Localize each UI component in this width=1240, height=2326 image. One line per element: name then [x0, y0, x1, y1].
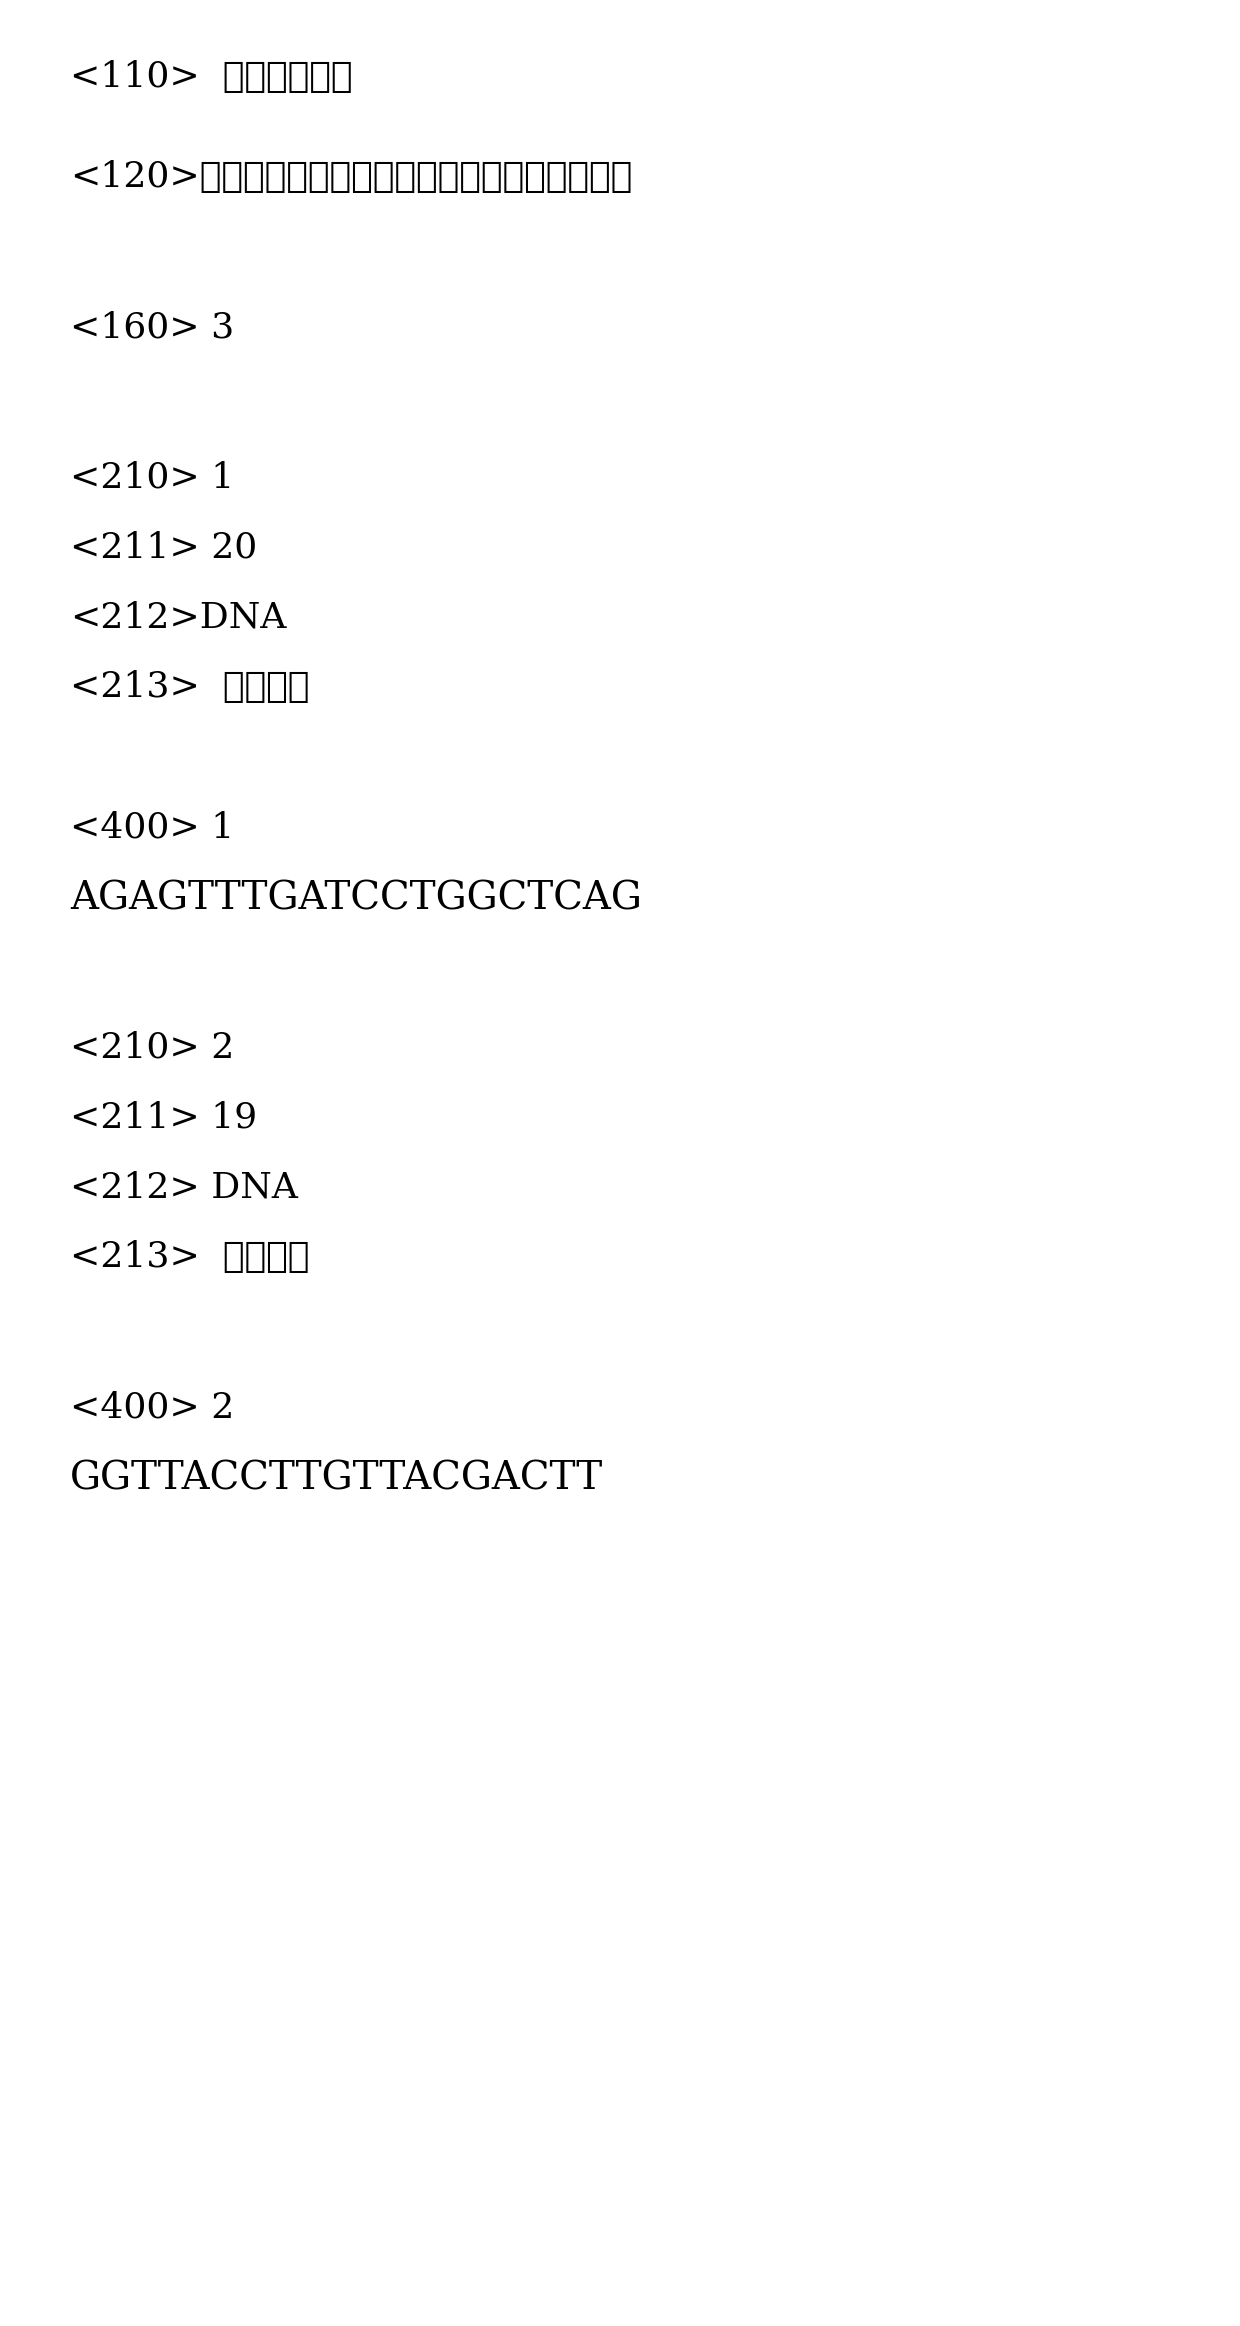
Text: <400> 1: <400> 1 — [69, 809, 234, 844]
Text: <213>  人工序列: <213> 人工序列 — [69, 670, 309, 705]
Text: <212>DNA: <212>DNA — [69, 600, 286, 635]
Text: <212> DNA: <212> DNA — [69, 1170, 298, 1205]
Text: <210> 2: <210> 2 — [69, 1030, 234, 1063]
Text: AGAGTTTGATCCTGGCTCAG: AGAGTTTGATCCTGGCTCAG — [69, 879, 642, 916]
Text: <110>  上海理工大学: <110> 上海理工大学 — [69, 60, 352, 93]
Text: GGTTACCTTGTTACGACTT: GGTTACCTTGTTACGACTT — [69, 1461, 603, 1498]
Text: <211> 20: <211> 20 — [69, 530, 257, 563]
Text: <120>一株粘质沙雷氏菌菌株及其同步萄取发酵方法: <120>一株粘质沙雷氏菌菌株及其同步萄取发酵方法 — [69, 160, 632, 193]
Text: <210> 1: <210> 1 — [69, 461, 234, 493]
Text: <213>  人工序列: <213> 人工序列 — [69, 1240, 309, 1275]
Text: <211> 19: <211> 19 — [69, 1100, 257, 1135]
Text: <160> 3: <160> 3 — [69, 309, 234, 344]
Text: <400> 2: <400> 2 — [69, 1391, 234, 1424]
